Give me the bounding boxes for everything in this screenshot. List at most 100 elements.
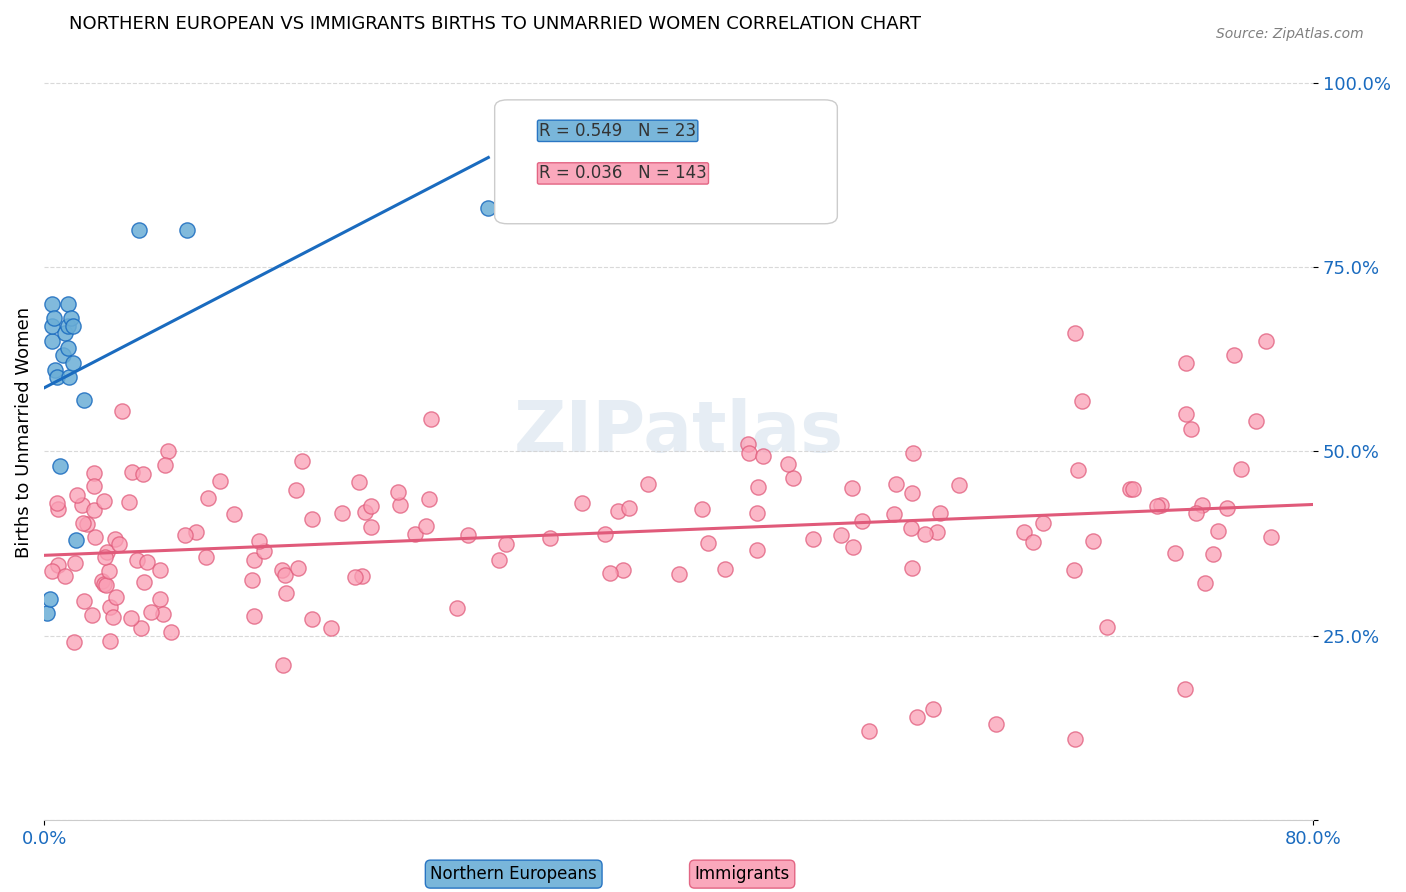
Point [184,524,207,539]
Point [157,443,180,458]
Point [1230,462,1253,476]
Point [1223,348,1246,362]
Point [782,471,804,485]
Point [45,496,67,510]
Point [287,561,309,575]
Point [1064,326,1087,341]
Point [271,658,294,673]
Point [41,334,63,348]
Point [747,480,769,494]
Point [1216,500,1239,515]
Point [41,297,63,311]
Text: R = 0.036   N = 143: R = 0.036 N = 143 [538,164,707,183]
Point [1244,413,1267,427]
Point [53,326,76,341]
Point [83,479,105,493]
Point [1206,524,1229,539]
Point [134,574,156,589]
Point [360,520,382,534]
Point [160,624,183,639]
Point [360,499,382,513]
Point [76,516,98,531]
Point [91,574,114,589]
Point [274,567,297,582]
Point [1174,681,1197,696]
Point [291,454,314,468]
Point [1063,563,1085,577]
Point [387,484,409,499]
Point [197,491,219,506]
Point [63,635,86,649]
Point [344,570,367,584]
Point [905,709,928,723]
Point [284,483,307,497]
Point [420,412,443,426]
Point [752,449,775,463]
Point [637,476,659,491]
Y-axis label: Births to Unmarried Women: Births to Unmarried Women [15,307,32,558]
Text: R = 0.549   N = 23: R = 0.549 N = 23 [538,122,696,140]
Point [208,474,231,488]
Point [46,558,69,572]
Point [1175,356,1198,370]
Point [477,201,499,215]
Point [1146,500,1168,514]
Point [93,494,115,508]
Point [56,318,79,333]
Point [900,521,922,535]
Point [1012,524,1035,539]
Point [914,527,936,541]
Point [347,475,370,490]
Point [1064,731,1087,746]
Point [104,532,127,546]
Point [1191,498,1213,512]
Point [901,446,924,460]
FancyBboxPatch shape [495,100,838,224]
Point [56,341,79,355]
Point [56,297,79,311]
Point [53,569,76,583]
Point [132,467,155,482]
Text: Source: ZipAtlas.com: Source: ZipAtlas.com [1216,27,1364,41]
Point [243,553,266,567]
Point [1070,393,1092,408]
Point [352,568,374,582]
Point [1202,547,1225,561]
Point [415,519,437,533]
Point [1081,533,1104,548]
Point [612,563,634,577]
Point [599,566,621,580]
Point [405,526,427,541]
Point [63,557,86,571]
Point [101,609,124,624]
Point [45,370,67,384]
Point [1254,334,1277,348]
Point [884,477,907,491]
Point [619,501,641,516]
Point [1032,516,1054,530]
Point [1194,576,1216,591]
Point [301,612,323,626]
Point [737,437,759,451]
Point [44,363,66,377]
Point [1067,463,1090,477]
Point [41,564,63,578]
Point [83,503,105,517]
Point [73,594,96,608]
Point [921,702,943,716]
Point [195,550,218,565]
Point [925,525,948,540]
Point [46,502,69,516]
Point [49,458,72,473]
Point [301,512,323,526]
Point [1175,408,1198,422]
Point [93,576,115,591]
Point [1164,546,1187,560]
Point [1122,482,1144,496]
Point [446,601,468,615]
Point [42,311,65,326]
Point [141,606,163,620]
Point [388,498,411,512]
Point [176,223,198,237]
Point [1185,506,1208,520]
